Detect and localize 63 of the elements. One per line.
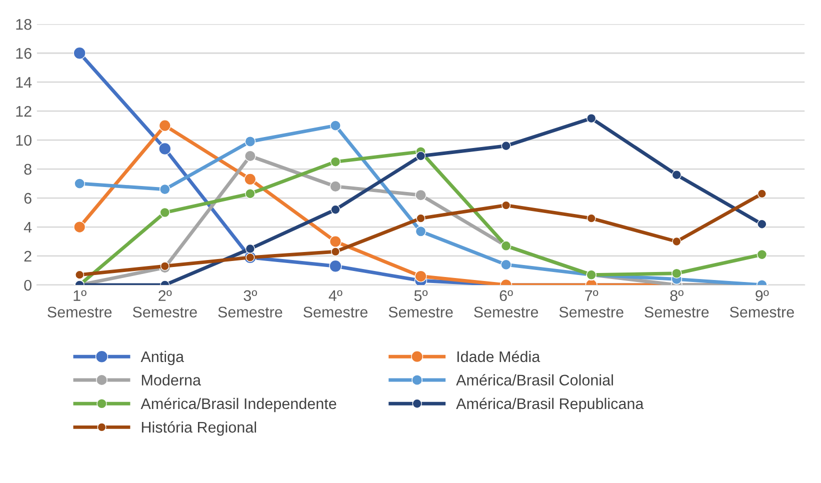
x-tick-label: 4º Semestre xyxy=(303,290,368,318)
point xyxy=(415,189,426,201)
point xyxy=(586,214,596,223)
x-tick-label: 1º Semestre xyxy=(48,290,112,318)
point xyxy=(414,270,427,282)
x-tick-label: 6º Semestre xyxy=(474,290,538,318)
point xyxy=(330,120,341,131)
y-tick-label: 12 xyxy=(16,106,32,117)
y-tick-label: 10 xyxy=(16,134,32,146)
point xyxy=(330,204,340,214)
point xyxy=(244,173,256,186)
point xyxy=(330,156,341,167)
point xyxy=(244,150,256,162)
point xyxy=(500,259,512,270)
y-tick-label: 16 xyxy=(16,48,32,59)
y-tick-label: 2 xyxy=(24,250,32,262)
point xyxy=(672,236,682,246)
point xyxy=(501,141,511,151)
legend-label: Antiga xyxy=(140,350,184,366)
point xyxy=(73,46,86,60)
y-tick-label: 0 xyxy=(24,280,32,291)
y-tick-label: 14 xyxy=(16,77,32,88)
point xyxy=(159,184,170,195)
legend-label: América/Brasil Republicana xyxy=(456,398,644,412)
point xyxy=(75,270,84,280)
point xyxy=(245,244,255,254)
y-tick-label: 8 xyxy=(24,164,32,175)
point xyxy=(330,180,342,192)
x-tick-label: 2º Semestre xyxy=(132,290,197,318)
x-tick-label: 5º Semestre xyxy=(388,290,453,318)
point xyxy=(672,268,682,278)
point xyxy=(756,249,768,260)
point xyxy=(757,189,766,198)
point xyxy=(245,188,256,199)
legend-label: América/Brasil Independente xyxy=(140,398,336,412)
legend-label: História Regional xyxy=(142,421,256,436)
x-tick-label: 3º Semestre xyxy=(218,290,282,318)
x-tick-label: 8º Semestre xyxy=(644,290,709,318)
point xyxy=(160,262,170,271)
point xyxy=(502,200,511,210)
point xyxy=(160,207,170,218)
point xyxy=(329,260,342,272)
point xyxy=(74,221,86,234)
point xyxy=(415,226,426,237)
legend-label: Idade Média xyxy=(457,350,540,362)
legend-label: Moderna xyxy=(142,374,202,386)
point xyxy=(329,235,342,248)
point xyxy=(672,170,682,180)
point xyxy=(244,136,256,147)
x-tick-label: 9º Semestre xyxy=(730,290,794,318)
point xyxy=(586,114,596,124)
y-tick-label: 6 xyxy=(24,192,32,204)
point xyxy=(158,142,172,156)
y-tick-label: 4 xyxy=(24,222,32,233)
y-tick-label: 18 xyxy=(16,19,32,30)
point xyxy=(416,151,426,161)
point xyxy=(330,247,340,256)
x-tick-label: 7º Semestre xyxy=(559,290,624,318)
legend-label: América/Brasil Colonial xyxy=(456,374,613,386)
point xyxy=(74,178,85,189)
point xyxy=(757,219,767,229)
point xyxy=(416,214,426,223)
point xyxy=(158,120,171,132)
